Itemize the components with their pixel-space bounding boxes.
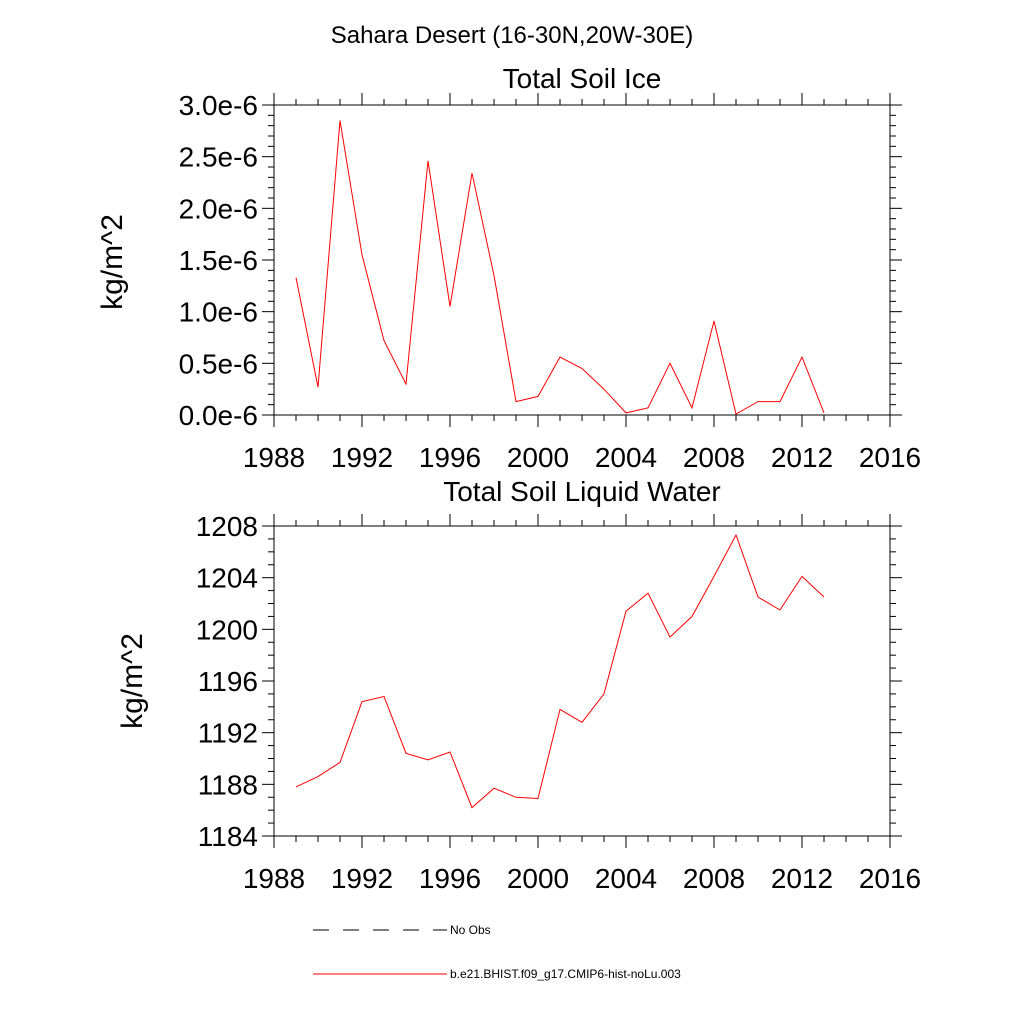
- x-tick-label: 1988: [243, 863, 305, 894]
- legend-item-model-run: b.e21.BHIST.f09_g17.CMIP6-hist-noLu.003: [313, 967, 681, 981]
- x-tick-label: 2008: [683, 442, 745, 473]
- y-tick-label: 1192: [198, 718, 258, 749]
- y-axis-label: kg/m^2: [96, 214, 129, 310]
- legend: No Obs b.e21.BHIST.f09_g17.CMIP6-hist-no…: [313, 923, 681, 981]
- series-line: [295, 533, 825, 809]
- plot-frame: [273, 525, 891, 837]
- y-tick-label: 1188: [198, 769, 258, 800]
- y-tick-label: 1.0e-6: [179, 297, 258, 328]
- x-tick-label: 1996: [419, 863, 481, 894]
- y-ticks: 0.0e-6 0.5e-6 1.0e-6 1.5e-6 2.0e-6 2.5e-6 3.0e…: [179, 90, 902, 431]
- y-tick-label: 1200: [196, 614, 258, 645]
- series-line: [295, 120, 825, 415]
- series-group: [295, 533, 825, 809]
- y-ticks: 1184 1188 1192 1196 1200 1204 1208: [196, 511, 902, 852]
- legend-label: No Obs: [450, 923, 491, 937]
- y-tick-label: 3.0e-6: [179, 90, 258, 121]
- panel-soil-liquid-water: Total Soil Liquid Water kg/m^2 118411881…: [116, 476, 921, 894]
- legend-label: b.e21.BHIST.f09_g17.CMIP6-hist-noLu.003: [450, 967, 681, 981]
- x-tick-label: 2008: [683, 863, 745, 894]
- y-axis-label: kg/m^2: [116, 633, 149, 729]
- x-tick-label: 2000: [507, 442, 569, 473]
- y-tick-label: 1.5e-6: [179, 245, 258, 276]
- x-tick-label: 1992: [331, 442, 393, 473]
- panel-soil-ice: Total Soil Ice kg/m^2 0.0e-6 0.5e-6 1.0e-6…: [96, 63, 921, 473]
- legend-item-no-obs: No Obs: [313, 923, 491, 937]
- y-tick-label: 1208: [196, 511, 258, 542]
- x-tick-label: 2004: [595, 863, 657, 894]
- x-tick-label: 1996: [419, 442, 481, 473]
- x-tick-label: 2000: [507, 863, 569, 894]
- panel-title: Total Soil Ice: [503, 63, 662, 94]
- x-ticks: 1988 1992 1996 2000 2004 2008 2012 2016: [243, 514, 921, 894]
- y-tick-label: 2.5e-6: [179, 142, 258, 173]
- x-tick-label: 1988: [243, 442, 305, 473]
- series-group: [295, 120, 825, 415]
- x-tick-label: 2012: [771, 442, 833, 473]
- y-tick-label: 0.5e-6: [179, 348, 258, 379]
- y-tick-label: 1204: [196, 563, 258, 594]
- x-tick-label: 2012: [771, 863, 833, 894]
- y-tick-label: 2.0e-6: [179, 193, 258, 224]
- x-tick-label: 1992: [331, 863, 393, 894]
- x-ticks: 1988 1992 1996 2000 2004 2008 2012 2016: [243, 93, 921, 473]
- panel-title: Total Soil Liquid Water: [443, 476, 721, 507]
- y-tick-label: 1184: [198, 821, 258, 852]
- page-title: Sahara Desert (16-30N,20W-30E): [331, 22, 693, 49]
- x-tick-label: 2016: [859, 442, 921, 473]
- y-tick-label: 0.0e-6: [179, 400, 258, 431]
- y-tick-label: 1196: [198, 666, 258, 697]
- x-tick-label: 2004: [595, 442, 657, 473]
- x-tick-label: 2016: [859, 863, 921, 894]
